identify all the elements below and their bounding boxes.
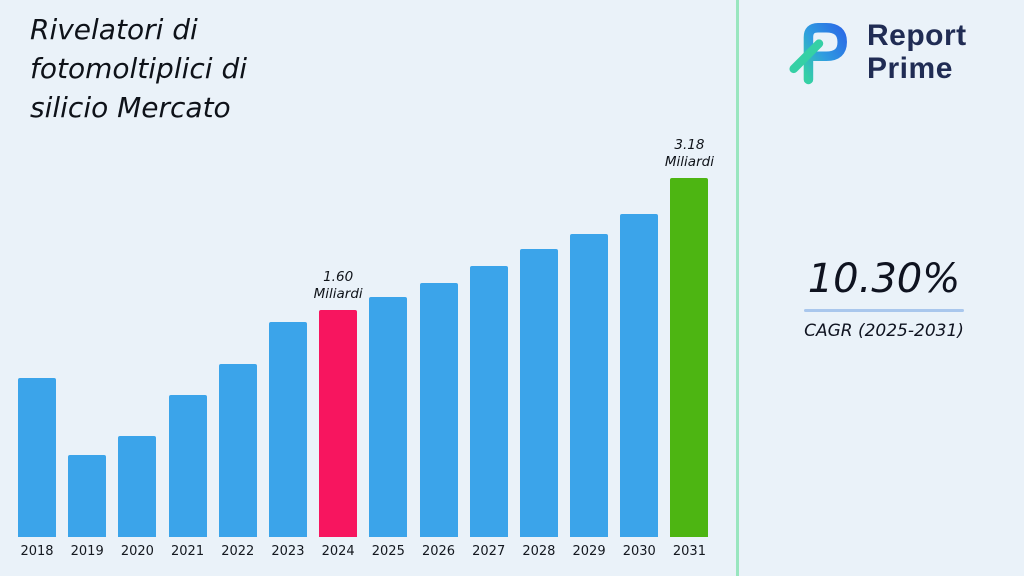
brand-word-prime: Prime [867,52,953,85]
brand-wordmark: Report Prime [867,19,967,85]
bar-2022: 2022 [218,364,257,559]
x-tick-2020: 2020 [120,544,154,559]
cagr-label: CAGR (2025-2031) [804,321,964,341]
bar-rect-2029 [570,234,609,537]
x-tick-2021: 2021 [171,544,205,559]
x-tick-2027: 2027 [472,544,506,559]
bar-rect-2018 [18,378,56,537]
bar-2029: 2029 [570,234,609,559]
x-tick-2019: 2019 [70,544,104,559]
bar-annotation-2024: 1.60 Miliardi [313,269,363,302]
x-tick-2022: 2022 [221,544,255,559]
bar-rect-2019 [68,455,107,537]
bar-rect-2022 [218,364,257,537]
bar-annotation-2031: 3.18 Miliardi [664,137,714,170]
x-tick-2026: 2026 [421,544,456,559]
bar-2031: 2031 3.18 Miliardi [665,137,714,559]
bar-2025: 2025 [369,297,408,559]
x-tick-2030: 2030 [622,544,656,559]
bar-rect-2024 [319,310,358,537]
bar-2023: 2023 [268,322,307,559]
bar-2018: 2018 [18,378,56,559]
bar-rect-2030 [620,214,659,537]
bar-2019: 2019 [68,455,107,559]
brand-word-report: Report [867,19,967,52]
bar-2030: 2030 [620,214,659,559]
bar-rect-2023 [268,322,307,537]
brand-logo: Report Prime [781,14,967,90]
x-tick-2023: 2023 [271,544,305,559]
bar-2028: 2028 [519,249,558,559]
plot-area: 2018 2019 2020 2021 2022 2023 2024 1.60 Miliard… [18,137,714,559]
x-tick-2029: 2029 [572,544,606,559]
bar-2024: 2024 1.60 Miliardi [314,269,363,559]
cagr-value: 10.30% [807,256,961,302]
bar-2020: 2020 [118,436,157,559]
bar-rect-2020 [118,436,157,537]
bar-rect-2027 [469,266,508,537]
x-tick-2031: 2031 [672,544,706,559]
bar-rect-2026 [419,283,458,537]
bar-2021: 2021 [168,395,207,559]
cagr-underline [804,309,964,312]
bar-rect-2031 [670,178,709,537]
x-tick-2018: 2018 [20,544,54,559]
bar-rect-2021 [168,395,207,537]
bar-2026: 2026 [419,283,458,559]
page-title: Rivelatori di fotomoltiplici di silicio … [30,13,247,124]
x-tick-2028: 2028 [522,544,556,559]
bar-rect-2028 [519,249,558,537]
bar-rect-2025 [369,297,408,537]
x-tick-2024: 2024 [321,544,355,559]
x-tick-2025: 2025 [371,544,405,559]
section-divider [736,0,739,576]
cagr-block: 10.30% CAGR (2025-2031) [804,256,964,341]
report-prime-logo-icon [789,22,847,85]
bar-2027: 2027 [469,266,508,559]
